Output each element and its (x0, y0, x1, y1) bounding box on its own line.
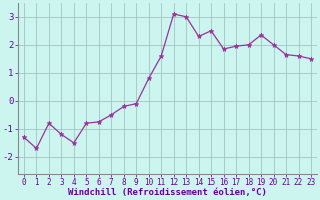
X-axis label: Windchill (Refroidissement éolien,°C): Windchill (Refroidissement éolien,°C) (68, 188, 267, 197)
